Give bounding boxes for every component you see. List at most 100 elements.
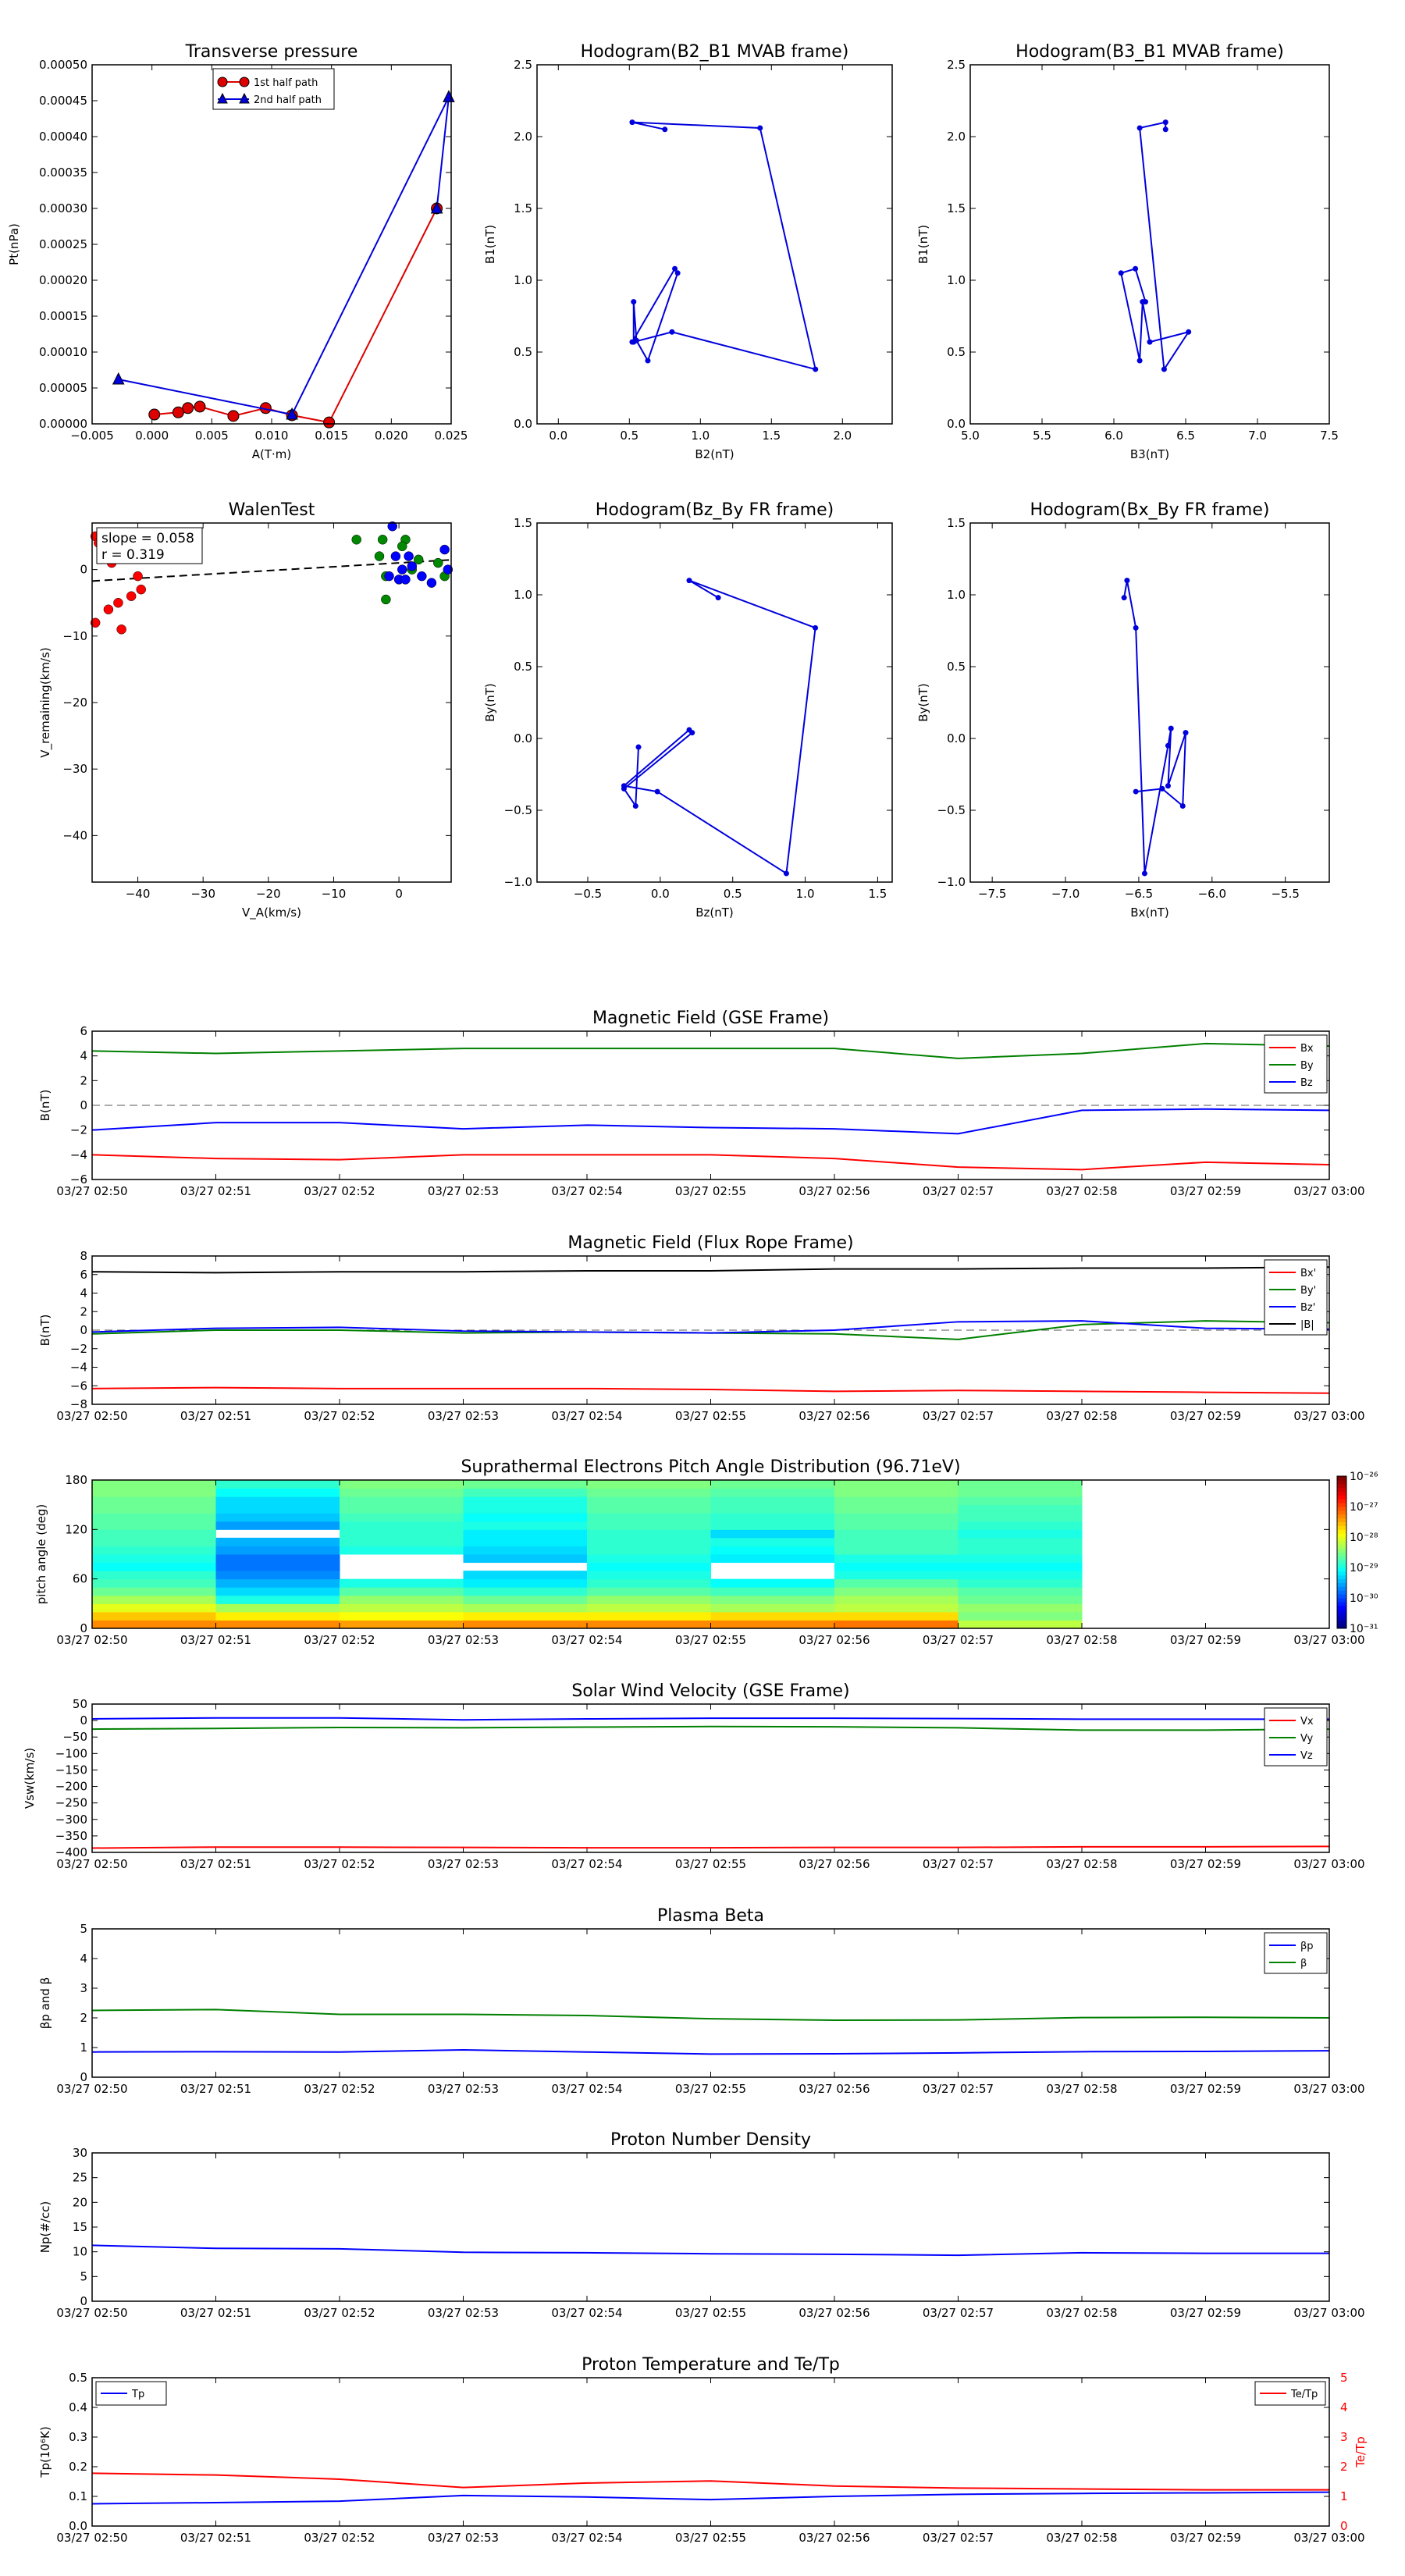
hodo_bxby-point — [1179, 802, 1186, 809]
hodo_bxby-title: Hodogram(Bx_By FR frame) — [1030, 500, 1270, 520]
hodo_b2b1-xtick-label: 1.5 — [762, 429, 781, 443]
pad-cell — [92, 1587, 216, 1596]
beta-xtick-label: 03/27 02:54 — [551, 2082, 622, 2096]
beta-ylabel: βp and β — [38, 1977, 52, 2029]
tp-series-line — [91, 2472, 1329, 2491]
walen-point — [397, 564, 407, 575]
mag_fr-xtick-label: 03/27 03:00 — [1293, 1409, 1364, 1423]
hodo_b3b1-ytick-label: 1.0 — [947, 273, 966, 287]
pad-cell — [958, 1504, 1083, 1514]
pad-xtick-label: 03/27 02:52 — [304, 1633, 375, 1647]
hodo_bzby-point — [686, 578, 692, 584]
np-xtick-label: 03/27 03:00 — [1293, 2306, 1364, 2320]
pad-cell — [710, 1504, 835, 1514]
pad-cell — [958, 1529, 1083, 1539]
tp-title: Proton Temperature and Te/Tp — [582, 2355, 840, 2375]
vsw-xtick-label: 03/27 02:57 — [923, 1857, 994, 1871]
np-ytick-label: 25 — [73, 2171, 87, 2185]
mag_fr-ytick-label: −2 — [70, 1342, 87, 1356]
pad-cell — [958, 1562, 1083, 1571]
hodo_bxby-point — [1183, 730, 1189, 736]
hodo_bxby-point — [1159, 785, 1165, 792]
pad-cell — [92, 1611, 216, 1621]
transverse-ytick-label: 0.00000 — [39, 417, 87, 431]
pad-cell — [92, 1546, 216, 1555]
pad-colorbar-segment — [1337, 1556, 1346, 1560]
transverse-ytick-label: 0.00010 — [39, 345, 87, 359]
pad-colorbar-segment — [1337, 1582, 1346, 1587]
beta-ytick-label: 1 — [80, 2041, 87, 2055]
pad-cell — [340, 1620, 464, 1629]
vsw-ytick-label: −100 — [55, 1746, 87, 1760]
pad-cell — [340, 1603, 464, 1613]
hodo_bzby-xtick-label: 0.5 — [724, 887, 742, 901]
hodo_bxby-xtick-label: −6.5 — [1125, 887, 1153, 901]
walen-point — [384, 571, 394, 582]
pad-colorbar-segment — [1337, 1507, 1346, 1511]
pad-cell — [710, 1554, 835, 1564]
pad-cell — [463, 1521, 588, 1530]
hodo_b2b1-xtick-label: 1.0 — [691, 429, 710, 443]
pad-cell — [587, 1578, 711, 1588]
hodo_bxby-ytick-label: 1.0 — [947, 588, 966, 602]
pad-cell — [340, 1480, 464, 1489]
np-chart: Proton Number Density Np(#/cc) 0 5 10 15 20 25 3… — [38, 2130, 1365, 2320]
walen-point — [133, 571, 143, 582]
pad-cell — [215, 1521, 340, 1530]
tp-ytick-label: 0.4 — [69, 2400, 87, 2414]
tp-xtick-label: 03/27 02:58 — [1046, 2531, 1117, 2545]
hodo_bzby-xtick-label: 1.5 — [868, 887, 887, 901]
transverse-ytick-label: 0.00045 — [39, 94, 87, 108]
vsw-plot-frame — [91, 1703, 1330, 1853]
hodo_bzby-point — [632, 802, 638, 809]
mag_fr-xtick-label: 03/27 02:58 — [1046, 1409, 1117, 1423]
pad-xtick-label: 03/27 02:51 — [180, 1633, 251, 1647]
pad-cell — [710, 1603, 835, 1613]
vsw-series-line — [91, 1725, 1330, 1731]
pad-colorbar-label: 10⁻³¹ — [1350, 1623, 1378, 1635]
mag_fr-xtick-label: 03/27 02:52 — [304, 1409, 375, 1423]
pad-colorbar-segment — [1337, 1529, 1346, 1534]
hodo_b2b1-xtick-label: 0.5 — [620, 429, 638, 443]
pad-cell — [463, 1603, 588, 1613]
transverse-xtick-label: 0.010 — [255, 429, 289, 443]
vsw-title: Solar Wind Velocity (GSE Frame) — [571, 1681, 849, 1701]
pad-cell — [710, 1587, 835, 1596]
mag_gse-plot-frame — [91, 1030, 1330, 1180]
vsw-legend-label: Vz — [1300, 1750, 1313, 1762]
hodo_b2b1-chart: Hodogram(B2_B1 MVAB frame) B2(nT) B1(nT) 0.… — [483, 42, 893, 461]
hodo_b2b1-point — [662, 126, 668, 133]
mag_fr-ytick-label: 4 — [80, 1286, 87, 1300]
mag_fr-xtick-label: 03/27 02:55 — [675, 1409, 746, 1423]
hodo_b3b1-xlabel: B3(nT) — [1130, 447, 1169, 461]
mag_gse-ytick-label: 2 — [80, 1073, 87, 1087]
pad-cell — [834, 1595, 959, 1604]
pad-cell — [834, 1562, 959, 1571]
pad-cell — [958, 1620, 1083, 1629]
pad-cell — [215, 1480, 340, 1489]
hodo_b2b1-xtick-label: 2.0 — [833, 429, 852, 443]
tp-ytick-label: 0.5 — [69, 2371, 87, 2385]
pad-cell — [92, 1595, 216, 1604]
hodo_b3b1-xtick-label: 5.5 — [1033, 429, 1051, 443]
tp-y2tick-label: 4 — [1340, 2400, 1348, 2414]
mag_fr-chart: Magnetic Field (Flux Rope Frame) B(nT) −8 −… — [38, 1233, 1365, 1423]
pad-cell — [587, 1611, 711, 1621]
walen-xlabel: V_A(km/s) — [242, 906, 301, 920]
beta-ytick-label: 0 — [80, 2070, 87, 2084]
pad-cell — [463, 1488, 588, 1497]
pad-cell — [340, 1529, 464, 1539]
pad-cell — [340, 1488, 464, 1497]
beta-ytick-label: 5 — [80, 1922, 87, 1936]
beta-xtick-label: 03/27 02:52 — [304, 2082, 375, 2096]
hodo_b2b1-point — [757, 125, 763, 131]
pad-cell — [587, 1587, 711, 1596]
mag_fr-xtick-label: 03/27 02:57 — [923, 1409, 994, 1423]
pad-colorbar-segment — [1337, 1560, 1346, 1564]
pad-cell — [92, 1521, 216, 1530]
transverse-point — [286, 407, 298, 420]
pad-cell — [587, 1537, 711, 1546]
pad-cell — [463, 1504, 588, 1514]
transverse-point — [172, 406, 184, 418]
mag_gse-ytick-label: −4 — [70, 1147, 87, 1162]
